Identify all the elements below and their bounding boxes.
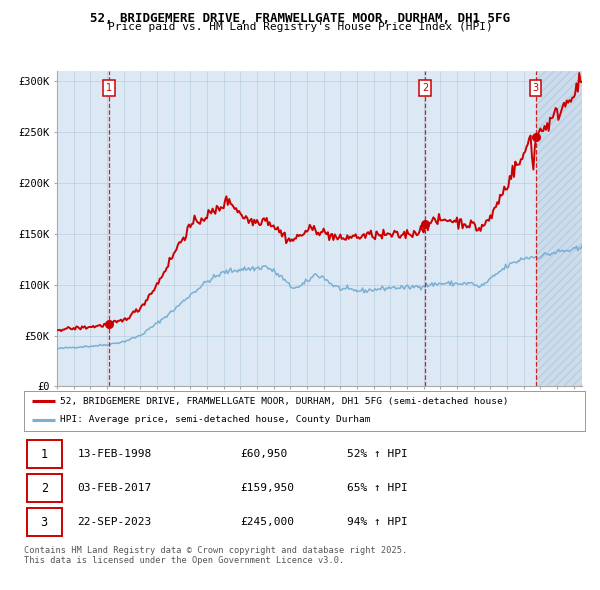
Text: 22-SEP-2023: 22-SEP-2023	[77, 517, 152, 527]
Text: 03-FEB-2017: 03-FEB-2017	[77, 483, 152, 493]
Text: £159,950: £159,950	[240, 483, 294, 493]
Text: 52, BRIDGEMERE DRIVE, FRAMWELLGATE MOOR, DURHAM, DH1 5FG: 52, BRIDGEMERE DRIVE, FRAMWELLGATE MOOR,…	[90, 12, 510, 25]
FancyBboxPatch shape	[27, 440, 62, 468]
Text: £60,950: £60,950	[240, 449, 287, 459]
Text: £245,000: £245,000	[240, 517, 294, 527]
Text: 1: 1	[106, 83, 112, 93]
Text: 65% ↑ HPI: 65% ↑ HPI	[347, 483, 407, 493]
Text: 1: 1	[41, 448, 48, 461]
FancyBboxPatch shape	[27, 509, 62, 536]
Bar	[536, 71, 582, 386]
Text: 13-FEB-1998: 13-FEB-1998	[77, 449, 152, 459]
Text: 2: 2	[41, 481, 48, 495]
Text: 3: 3	[41, 516, 48, 529]
Text: Price paid vs. HM Land Registry's House Price Index (HPI): Price paid vs. HM Land Registry's House …	[107, 22, 493, 32]
Text: 2: 2	[422, 83, 428, 93]
Text: Contains HM Land Registry data © Crown copyright and database right 2025.
This d: Contains HM Land Registry data © Crown c…	[24, 546, 407, 565]
FancyBboxPatch shape	[27, 474, 62, 502]
Text: HPI: Average price, semi-detached house, County Durham: HPI: Average price, semi-detached house,…	[61, 415, 371, 424]
Text: 94% ↑ HPI: 94% ↑ HPI	[347, 517, 407, 527]
Text: 3: 3	[533, 83, 539, 93]
Text: 52% ↑ HPI: 52% ↑ HPI	[347, 449, 407, 459]
Text: 52, BRIDGEMERE DRIVE, FRAMWELLGATE MOOR, DURHAM, DH1 5FG (semi-detached house): 52, BRIDGEMERE DRIVE, FRAMWELLGATE MOOR,…	[61, 397, 509, 406]
